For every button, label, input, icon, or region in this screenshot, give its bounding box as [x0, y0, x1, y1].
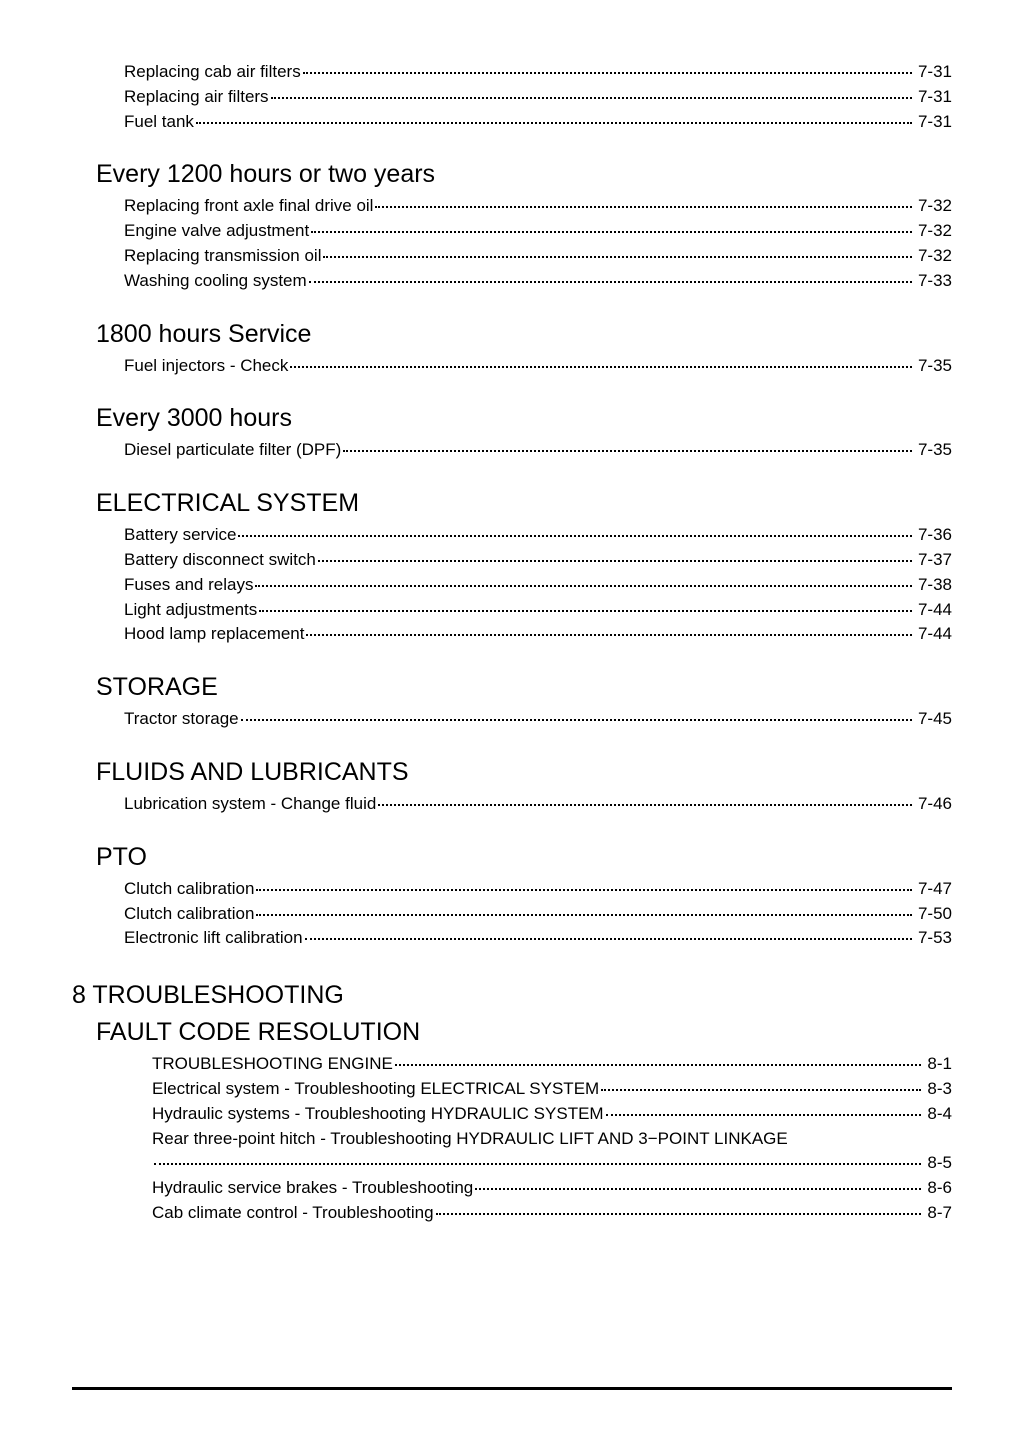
section-title: Every 3000 hours: [96, 401, 952, 436]
toc-entry: Replacing transmission oil 7-32: [124, 244, 952, 268]
toc-entry: Replacing front axle final drive oil 7-3…: [124, 194, 952, 218]
toc-entry-page: 7-53: [914, 926, 952, 950]
toc-entry: Battery disconnect switch 7-37: [124, 548, 952, 572]
toc-entry-page: 7-37: [914, 548, 952, 572]
toc-entry-label: Replacing transmission oil: [124, 244, 321, 268]
toc-entry: Engine valve adjustment 7-32: [124, 219, 952, 243]
toc-entry-label: Clutch calibration: [124, 877, 254, 901]
toc-entry-continuation: 8-5: [152, 1151, 952, 1175]
toc-entry-label: Hood lamp replacement: [124, 622, 304, 646]
toc-entry: Lubrication system - Change fluid 7-46: [124, 792, 952, 816]
toc-entry: Rear three-point hitch - Troubleshooting…: [152, 1127, 952, 1151]
toc-entry-page: 8-5: [923, 1151, 952, 1175]
toc-entry-page: 8-4: [923, 1102, 952, 1126]
toc-entry-label: Hydraulic systems - Troubleshooting HYDR…: [152, 1102, 604, 1126]
toc-entry-page: 7-35: [914, 438, 952, 462]
toc-entry: Clutch calibration 7-50: [124, 902, 952, 926]
toc-entry: Battery service 7-36: [124, 523, 952, 547]
toc-entry-page: 8-1: [923, 1052, 952, 1076]
toc-entry-page: 7-31: [914, 110, 952, 134]
toc-entry-page: 7-31: [914, 60, 952, 84]
toc-entry-label: Rear three-point hitch - Troubleshooting…: [152, 1127, 788, 1151]
toc-entry-label: Replacing cab air filters: [124, 60, 301, 84]
toc-entry-label: TROUBLESHOOTING ENGINE: [152, 1052, 393, 1076]
bottom-rule: [72, 1387, 952, 1390]
toc-entry-page: 7-38: [914, 573, 952, 597]
toc-entry-page: 7-44: [914, 622, 952, 646]
toc-entry-page: 7-33: [914, 269, 952, 293]
section-title: STORAGE: [96, 670, 952, 705]
toc-entry: Hydraulic service brakes - Troubleshooti…: [152, 1176, 952, 1200]
toc-entry: TROUBLESHOOTING ENGINE 8-1: [152, 1052, 952, 1076]
toc-entry-label: Electrical system - Troubleshooting ELEC…: [152, 1077, 599, 1101]
toc-entry-page: 8-3: [923, 1077, 952, 1101]
toc-entry: Hydraulic systems - Troubleshooting HYDR…: [152, 1102, 952, 1126]
toc-entry-label: Fuses and relays: [124, 573, 253, 597]
toc-entry: Fuel injectors - Check 7-35: [124, 354, 952, 378]
toc-entry-label: Electronic lift calibration: [124, 926, 303, 950]
toc-entry-label: Battery disconnect switch: [124, 548, 316, 572]
toc-entry: Fuel tank 7-31: [124, 110, 952, 134]
toc-entry-label: Light adjustments: [124, 598, 257, 622]
toc-entry: Hood lamp replacement 7-44: [124, 622, 952, 646]
toc-entry: Electrical system - Troubleshooting ELEC…: [152, 1077, 952, 1101]
toc-entry-page: 7-36: [914, 523, 952, 547]
toc-entry: Clutch calibration 7-47: [124, 877, 952, 901]
toc-entry-page: 7-45: [914, 707, 952, 731]
toc-entry: Fuses and relays 7-38: [124, 573, 952, 597]
toc-entry-page: 7-32: [914, 194, 952, 218]
section-title: PTO: [96, 840, 952, 875]
toc-entry-page: 8-7: [923, 1201, 952, 1225]
toc-entry-page: 7-32: [914, 244, 952, 268]
toc-entry-label: Clutch calibration: [124, 902, 254, 926]
toc-entry: Light adjustments 7-44: [124, 598, 952, 622]
toc-entry-label: Fuel injectors - Check: [124, 354, 288, 378]
section-title: FLUIDS AND LUBRICANTS: [96, 755, 952, 790]
section-title: 1800 hours Service: [96, 317, 952, 352]
toc-entry-page: 7-47: [914, 877, 952, 901]
toc-entry-label: Hydraulic service brakes - Troubleshooti…: [152, 1176, 473, 1200]
toc-entry-label: Replacing air filters: [124, 85, 269, 109]
toc-entry-label: Washing cooling system: [124, 269, 307, 293]
chapter-title: 8 TROUBLESHOOTING: [72, 978, 952, 1013]
toc-entry-label: Replacing front axle final drive oil: [124, 194, 373, 218]
toc-entry-page: 7-32: [914, 219, 952, 243]
toc-entry: Electronic lift calibration 7-53: [124, 926, 952, 950]
toc-entry-label: Engine valve adjustment: [124, 219, 309, 243]
toc-entry: Tractor storage 7-45: [124, 707, 952, 731]
section-title: Every 1200 hours or two years: [96, 157, 952, 192]
toc-entry-page: 7-31: [914, 85, 952, 109]
toc-entry-page: 7-44: [914, 598, 952, 622]
toc-entry-page: 7-50: [914, 902, 952, 926]
section-title: ELECTRICAL SYSTEM: [96, 486, 952, 521]
toc-entry: Replacing cab air filters 7-31: [124, 60, 952, 84]
toc-entry-label: Fuel tank: [124, 110, 194, 134]
toc-entry: Diesel particulate filter (DPF) 7-35: [124, 438, 952, 462]
toc-entry-label: Diesel particulate filter (DPF): [124, 438, 341, 462]
toc-entry-label: Lubrication system - Change fluid: [124, 792, 376, 816]
toc-entry-page: 8-6: [923, 1176, 952, 1200]
toc-entry-page: 7-35: [914, 354, 952, 378]
toc-entry-page: 7-46: [914, 792, 952, 816]
toc-entry: Washing cooling system 7-33: [124, 269, 952, 293]
section-title: FAULT CODE RESOLUTION: [96, 1015, 952, 1050]
table-of-contents: Replacing cab air filters 7-31Replacing …: [72, 60, 952, 1225]
toc-entry: Replacing air filters 7-31: [124, 85, 952, 109]
toc-entry: Cab climate control - Troubleshooting 8-…: [152, 1201, 952, 1225]
toc-entry-label: Cab climate control - Troubleshooting: [152, 1201, 434, 1225]
toc-entry-label: Tractor storage: [124, 707, 239, 731]
toc-entry-label: Battery service: [124, 523, 236, 547]
